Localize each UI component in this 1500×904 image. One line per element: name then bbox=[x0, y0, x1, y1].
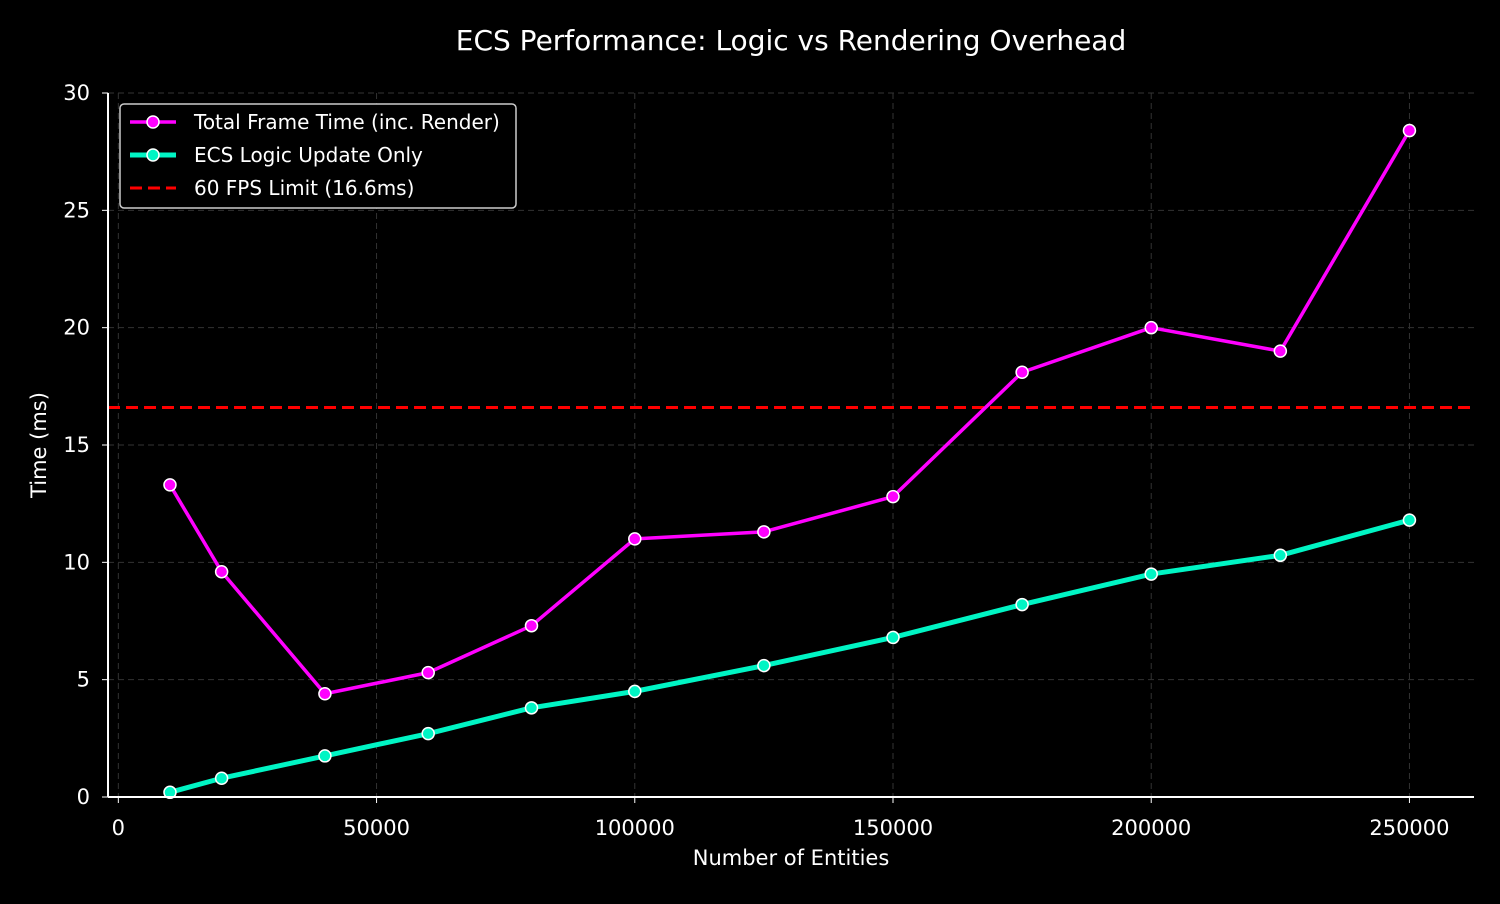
series-line-ecs-logic bbox=[169, 517, 1411, 795]
data-point bbox=[1144, 320, 1158, 335]
axes: 0 50000 100000 150000 200000 250000 0 5 10 15 20 25… bbox=[63, 81, 1474, 840]
x-tick-label: 250000 bbox=[1369, 816, 1449, 840]
data-point bbox=[886, 489, 900, 504]
data-point bbox=[163, 478, 177, 492]
data-point bbox=[421, 665, 435, 680]
data-point bbox=[886, 630, 900, 645]
data-point bbox=[1015, 365, 1029, 380]
legend-label: ECS Logic Update Only bbox=[194, 143, 423, 167]
x-tick-label: 50000 bbox=[343, 816, 410, 840]
y-tick-label: 30 bbox=[63, 81, 90, 105]
data-point bbox=[214, 771, 229, 785]
data-point bbox=[628, 532, 642, 546]
data-point bbox=[524, 618, 539, 633]
x-tick-label: 100000 bbox=[595, 816, 675, 840]
data-point bbox=[1273, 548, 1288, 563]
legend-label: 60 FPS Limit (16.6ms) bbox=[194, 176, 414, 200]
data-point bbox=[1144, 567, 1158, 581]
legend-box bbox=[119, 103, 517, 209]
y-axis-label: Time (ms) bbox=[27, 392, 51, 499]
data-point bbox=[1402, 513, 1417, 527]
y-tick-label: 0 bbox=[77, 785, 90, 809]
data-point bbox=[524, 701, 539, 715]
x-axis-label: Number of Entities bbox=[693, 846, 890, 870]
x-tick-label: 0 bbox=[112, 816, 125, 840]
legend: Total Frame Time (inc. Render) ECS Logic … bbox=[119, 103, 517, 209]
data-point bbox=[1273, 344, 1288, 358]
series-layer bbox=[163, 123, 1417, 800]
data-point bbox=[318, 749, 332, 763]
chart-title: ECS Performance: Logic vs Rendering Over… bbox=[456, 24, 1126, 57]
data-point bbox=[1402, 123, 1417, 138]
data-point bbox=[1015, 597, 1029, 612]
data-point bbox=[421, 726, 435, 741]
series-line-total-frame-time bbox=[168, 129, 1411, 696]
y-tick-label: 15 bbox=[63, 433, 90, 457]
legend-marker bbox=[146, 115, 160, 129]
data-point bbox=[163, 785, 177, 800]
y-tick-label: 20 bbox=[63, 316, 90, 340]
x-tick-label: 200000 bbox=[1111, 816, 1191, 840]
data-point bbox=[757, 525, 771, 539]
y-tick-label: 5 bbox=[77, 668, 90, 692]
data-point bbox=[318, 686, 332, 701]
data-point bbox=[628, 684, 642, 699]
x-tick-label: 150000 bbox=[853, 816, 933, 840]
y-tick-label: 25 bbox=[63, 198, 90, 222]
data-point bbox=[214, 564, 229, 579]
y-tick-label: 10 bbox=[63, 550, 90, 574]
legend-marker bbox=[146, 148, 160, 162]
legend-label: Total Frame Time (inc. Render) bbox=[193, 110, 500, 134]
data-point bbox=[757, 658, 771, 673]
